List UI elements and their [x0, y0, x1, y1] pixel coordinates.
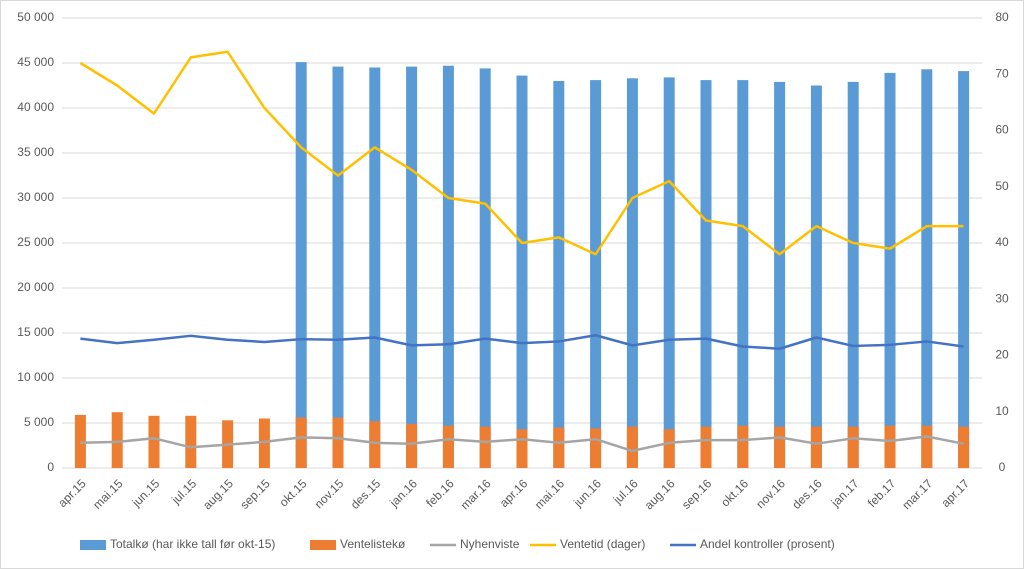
bar	[958, 426, 970, 468]
line-series	[80, 435, 964, 453]
bar	[626, 78, 638, 469]
bar	[332, 66, 344, 468]
y-tick-label: 30 000	[17, 190, 54, 204]
bar	[700, 80, 712, 468]
bar	[847, 426, 859, 468]
bar	[369, 67, 381, 468]
y2-tick-label: 10	[995, 404, 1009, 418]
bar	[921, 425, 933, 468]
y-tick-label: 20 000	[17, 280, 54, 294]
bar	[626, 426, 638, 468]
bar	[737, 80, 749, 468]
bar	[74, 414, 86, 468]
bar	[774, 81, 786, 469]
bar	[442, 425, 454, 468]
legend-swatch	[310, 540, 336, 550]
bar	[958, 71, 970, 468]
bar	[185, 415, 197, 468]
bar	[516, 429, 528, 468]
legend-label: Ventetid (dager)	[560, 537, 645, 551]
bar	[295, 62, 307, 468]
bar	[553, 81, 565, 468]
bar	[148, 415, 160, 468]
bar	[774, 426, 786, 468]
bar	[111, 412, 123, 468]
legend-label: Ventelistekø	[340, 537, 406, 551]
bar	[737, 425, 749, 468]
bar	[516, 75, 528, 468]
bar	[921, 69, 933, 469]
legend-label: Andel kontroller (prosent)	[700, 537, 835, 551]
y2-tick-label: 60	[995, 123, 1009, 137]
y-tick-label: 35 000	[17, 145, 54, 159]
bar	[663, 77, 675, 469]
legend-swatch	[80, 540, 106, 550]
y-tick-label: 50 000	[17, 10, 54, 24]
bar	[810, 426, 822, 468]
bar	[884, 425, 896, 468]
bar	[590, 428, 602, 468]
bar	[332, 417, 344, 468]
y-tick-label: 0	[47, 460, 54, 474]
y-tick-label: 45 000	[17, 55, 54, 69]
bar	[479, 426, 491, 468]
bar	[295, 417, 307, 468]
legend-label: Nyhenviste	[460, 537, 520, 551]
y2-tick-label: 20	[995, 348, 1009, 362]
bar	[406, 423, 418, 468]
y2-tick-label: 0	[999, 460, 1006, 474]
legend-label: Totalkø (har ikke tall før okt-15)	[110, 537, 275, 551]
bar	[258, 418, 270, 468]
line-series	[80, 334, 964, 350]
bar	[369, 421, 381, 468]
y-tick-label: 40 000	[17, 100, 54, 114]
y2-tick-label: 80	[995, 10, 1009, 24]
y2-tick-label: 50	[995, 179, 1009, 193]
bar	[553, 427, 565, 468]
bar	[590, 80, 602, 468]
y2-tick-label: 70	[995, 66, 1009, 80]
y2-tick-label: 40	[995, 235, 1009, 249]
bar	[663, 429, 675, 468]
bar	[406, 66, 418, 468]
bar	[700, 426, 712, 468]
bar	[479, 68, 491, 469]
y-tick-label: 15 000	[17, 325, 54, 339]
bar	[442, 65, 454, 468]
bar	[847, 81, 859, 469]
y2-tick-label: 30	[995, 291, 1009, 305]
bar	[884, 72, 896, 469]
bar	[810, 85, 822, 468]
y-tick-label: 5 000	[24, 415, 54, 429]
y-tick-label: 10 000	[17, 370, 54, 384]
line-series	[79, 50, 964, 256]
y-tick-label: 25 000	[17, 235, 54, 249]
